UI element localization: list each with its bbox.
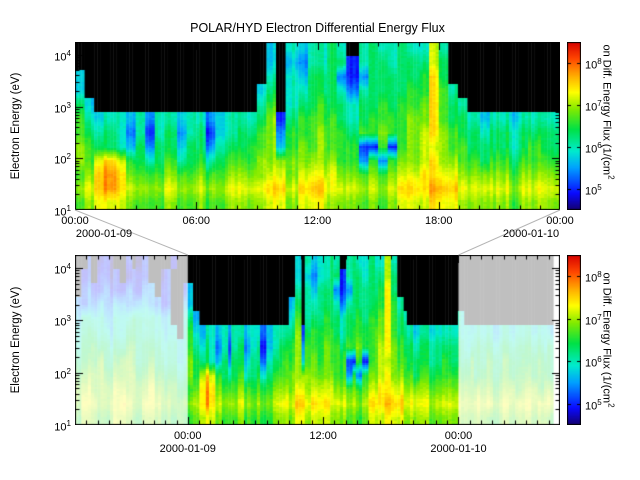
y-tick-label: 102 — [54, 366, 71, 382]
colorbar-tick-label: 108 — [585, 270, 602, 285]
spectrogram-panel-bottom — [75, 255, 560, 425]
colorbar-tick-label: 107 — [585, 312, 602, 328]
colorbar-tick-label: 105 — [585, 397, 602, 413]
colorbar-bottom — [567, 255, 581, 425]
y-tick-label: 101 — [54, 204, 71, 219]
x-tick-label-bottom: 00:00 — [174, 430, 202, 442]
y-tick-label: 102 — [54, 152, 71, 167]
x-tick-label-top: 12:00 — [303, 215, 332, 227]
x-date-label: 2000-01-10 — [502, 228, 560, 240]
x-tick-label-top: 00:00 — [546, 215, 574, 227]
x-date-label: 2000-01-09 — [159, 443, 216, 455]
colorbar-tick-label: 108 — [585, 57, 602, 72]
colorbar-label-bottom: on Diff. Energy Flux (1/(cm2 — [600, 272, 616, 408]
spectrogram-panel-top — [75, 42, 560, 210]
x-date-label: 2000-01-09 — [75, 228, 133, 240]
y-tick-label: 103 — [54, 314, 71, 330]
colorbar-top — [567, 42, 581, 210]
y-tick-label: 104 — [54, 262, 71, 277]
y-tick-label: 101 — [54, 419, 71, 434]
plot-title: POLAR/HYD Electron Differential Energy F… — [190, 21, 445, 35]
x-tick-label-bottom: 12:00 — [309, 430, 337, 442]
y-tick-label: 103 — [54, 100, 71, 116]
colorbar-tick-label: 107 — [585, 99, 602, 114]
colorbar-tick-label: 105 — [585, 183, 602, 198]
x-tick-label-bottom: 00:00 — [444, 430, 473, 442]
colorbar-tick-label: 106 — [585, 141, 602, 156]
colorbar-tick-label: 106 — [585, 355, 602, 370]
colorbar-label-top: on Diff. Energy Flux (1/(cm2 — [600, 44, 616, 180]
x-date-label: 2000-01-10 — [430, 443, 487, 455]
x-tick-label-top: 06:00 — [182, 215, 211, 227]
x-tick-label-top: 00:00 — [61, 215, 89, 227]
y-tick-label: 104 — [54, 48, 71, 64]
x-tick-label-top: 18:00 — [424, 215, 453, 227]
